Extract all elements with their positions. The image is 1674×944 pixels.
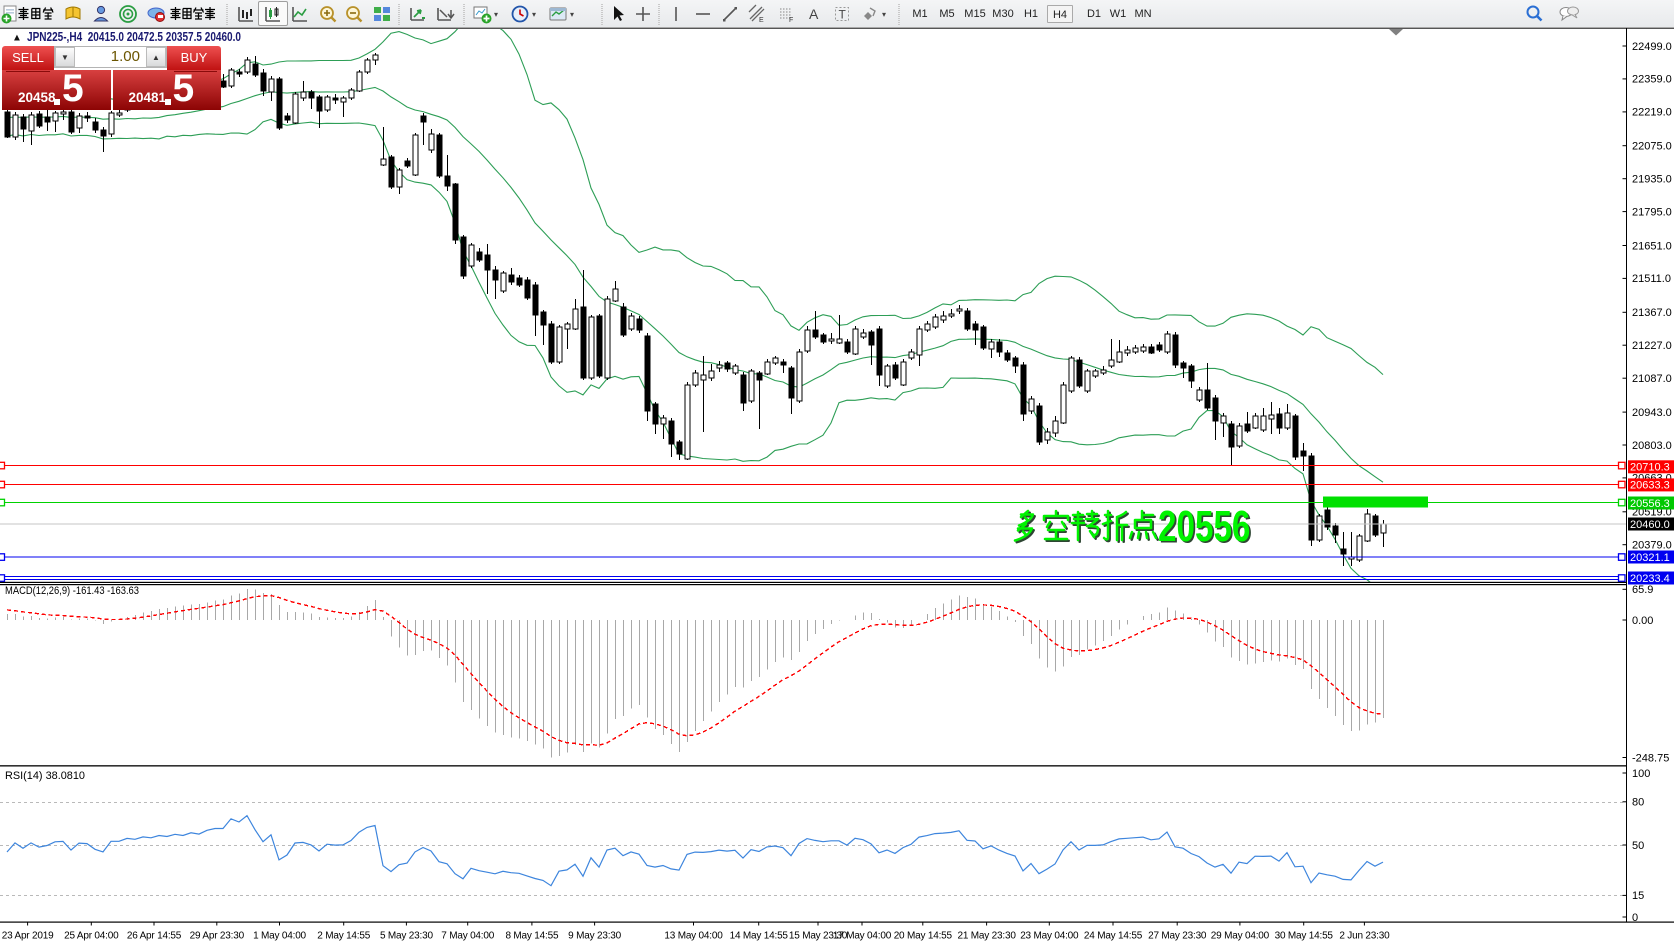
svg-text:A: A: [809, 6, 819, 22]
svg-text:80: 80: [1632, 797, 1644, 809]
svg-text:2 May 14:55: 2 May 14:55: [317, 931, 370, 942]
svg-text:5 May 23:30: 5 May 23:30: [380, 931, 433, 942]
svg-text:20803.0: 20803.0: [1632, 440, 1672, 452]
svg-text:T: T: [839, 8, 847, 22]
svg-text:23 Apr 2019: 23 Apr 2019: [2, 931, 54, 942]
svg-text:21227.0: 21227.0: [1632, 340, 1672, 352]
svg-text:15 May 23:30: 15 May 23:30: [789, 931, 848, 942]
svg-text:21795.0: 21795.0: [1632, 206, 1672, 218]
svg-text:20 May 14:55: 20 May 14:55: [894, 931, 953, 942]
svg-text:20379.0: 20379.0: [1632, 540, 1672, 552]
svg-text:29 Apr 23:30: 29 Apr 23:30: [190, 931, 245, 942]
svg-text:25 Apr 04:00: 25 Apr 04:00: [64, 931, 119, 942]
svg-text:27 May 23:30: 27 May 23:30: [1148, 931, 1207, 942]
svg-text:1 May 04:00: 1 May 04:00: [253, 931, 306, 942]
svg-text:RSI(14) 38.0810: RSI(14) 38.0810: [5, 770, 85, 782]
svg-text:7 May 04:00: 7 May 04:00: [441, 931, 494, 942]
svg-text:20519.0: 20519.0: [1632, 507, 1672, 519]
svg-text:21 May 23:30: 21 May 23:30: [957, 931, 1016, 942]
svg-text:▲: ▲: [12, 33, 22, 44]
svg-text:22219.0: 22219.0: [1632, 107, 1672, 119]
svg-text:20556.3: 20556.3: [1630, 498, 1670, 510]
svg-text:20556: 20556: [1160, 505, 1252, 553]
svg-text:20633.3: 20633.3: [1630, 480, 1670, 492]
svg-text:21511.0: 21511.0: [1632, 273, 1671, 285]
svg-text:9 May 23:30: 9 May 23:30: [568, 931, 621, 942]
svg-text:50: 50: [1632, 840, 1644, 852]
svg-text:20460.0: 20460.0: [1630, 519, 1670, 531]
svg-text:0: 0: [1632, 912, 1638, 924]
svg-text:2 Jun 23:30: 2 Jun 23:30: [1339, 931, 1390, 942]
svg-text:21087.0: 21087.0: [1632, 373, 1672, 385]
svg-text:JPN225-,H4 20415.0 20472.5 20: JPN225-,H4 20415.0 20472.5 20357.5 20460…: [27, 29, 241, 44]
svg-text:0.00: 0.00: [1632, 615, 1653, 627]
svg-text:17 May 04:00: 17 May 04:00: [833, 931, 892, 942]
svg-text:29 May 04:00: 29 May 04:00: [1211, 931, 1270, 942]
svg-text:22499.0: 22499.0: [1632, 41, 1672, 53]
svg-text:20556: 20556: [1158, 503, 1250, 551]
svg-text:20943.0: 20943.0: [1632, 407, 1672, 419]
svg-text:20710.3: 20710.3: [1630, 462, 1670, 474]
svg-text:8 May 14:55: 8 May 14:55: [505, 931, 558, 942]
svg-text:21651.0: 21651.0: [1632, 240, 1672, 252]
svg-text:15: 15: [1632, 890, 1644, 902]
svg-text:65.9: 65.9: [1632, 584, 1653, 596]
svg-text:20321.1: 20321.1: [1630, 552, 1670, 564]
svg-text:22359.0: 22359.0: [1632, 74, 1672, 86]
svg-text:30 May 14:55: 30 May 14:55: [1275, 931, 1334, 942]
svg-text:100: 100: [1632, 768, 1650, 780]
svg-text:-248.75: -248.75: [1632, 752, 1669, 764]
svg-text:24 May 14:55: 24 May 14:55: [1084, 931, 1143, 942]
svg-text:26 Apr 14:55: 26 Apr 14:55: [127, 931, 182, 942]
svg-text:F: F: [789, 17, 793, 24]
svg-text:20233.4: 20233.4: [1630, 573, 1670, 585]
svg-text:MACD(12,26,9) -161.43 -163.63: MACD(12,26,9) -161.43 -163.63: [5, 585, 139, 597]
svg-text:14 May 14:55: 14 May 14:55: [730, 931, 789, 942]
svg-text:22075.0: 22075.0: [1632, 141, 1672, 153]
svg-text:21367.0: 21367.0: [1632, 307, 1672, 319]
svg-text:21935.0: 21935.0: [1632, 174, 1672, 186]
svg-text:13 May 04:00: 13 May 04:00: [664, 931, 723, 942]
svg-text:E: E: [759, 17, 764, 24]
svg-text:23 May 04:00: 23 May 04:00: [1020, 931, 1079, 942]
